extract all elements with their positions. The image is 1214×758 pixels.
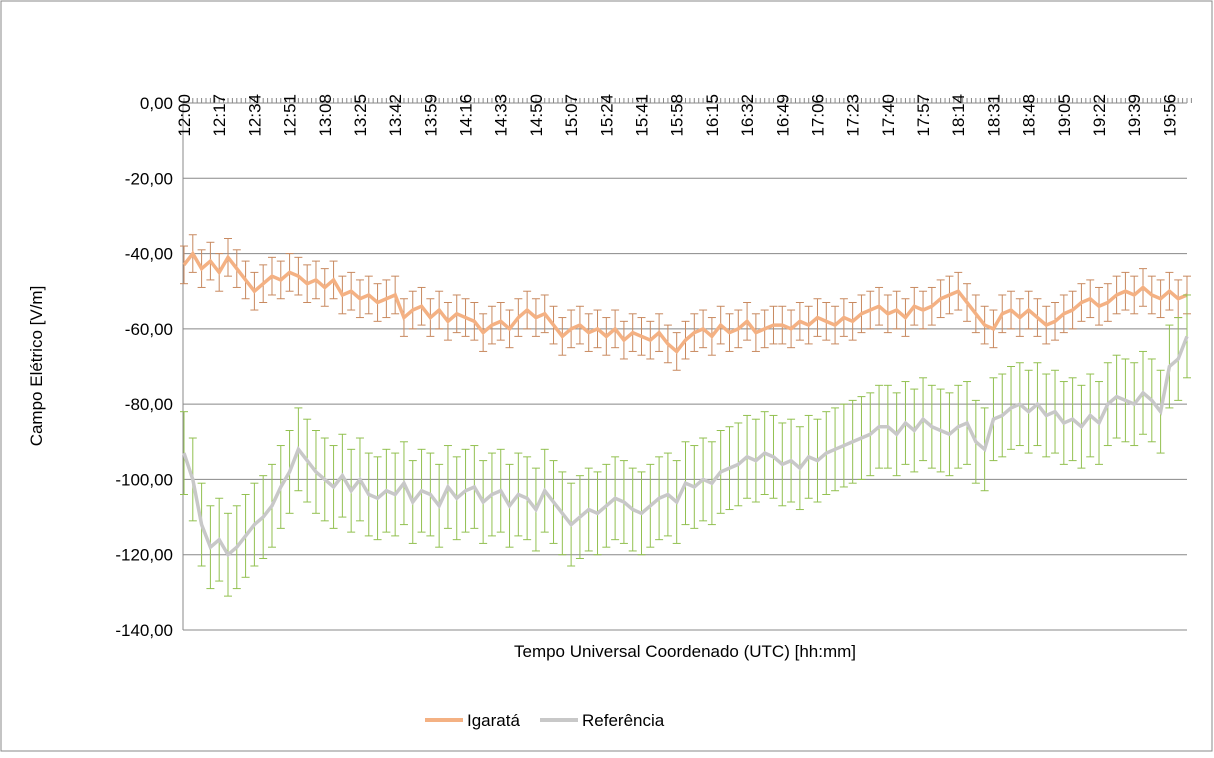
x-axis-label: Tempo Universal Coordenado (UTC) [hh:mm] <box>514 642 856 661</box>
error-bar <box>180 411 188 495</box>
x-tick-label: 19:05 <box>1055 94 1074 137</box>
y-tick-label: -20,00 <box>125 169 173 188</box>
y-tick-label: 0,00 <box>140 94 173 113</box>
y-tick-label: -120,00 <box>115 546 173 565</box>
y-tick-label: -140,00 <box>115 621 173 640</box>
x-tick-label: 13:25 <box>351 94 370 137</box>
x-tick-label: 17:40 <box>879 94 898 137</box>
x-tick-label: 18:48 <box>1020 94 1039 137</box>
x-tick-label: 15:07 <box>562 94 581 137</box>
x-tick-label: 13:59 <box>421 94 440 137</box>
x-tick-label: 18:14 <box>949 94 968 137</box>
x-tick-label: 12:17 <box>210 94 229 137</box>
x-tick-label: 18:31 <box>984 94 1003 137</box>
x-tick-label: 12:00 <box>175 94 194 137</box>
x-tick-label: 15:24 <box>597 94 616 137</box>
y-tick-label: -40,00 <box>125 245 173 264</box>
x-tick-label: 13:08 <box>316 94 335 137</box>
legend-label: Referência <box>582 711 665 730</box>
x-tick-label: 14:50 <box>527 94 546 137</box>
x-tick-label: 15:58 <box>668 94 687 137</box>
x-tick-label: 19:22 <box>1090 94 1109 137</box>
x-tick-label: 17:57 <box>914 94 933 137</box>
x-tick-label: 12:34 <box>245 94 264 137</box>
x-tick-label: 19:39 <box>1125 94 1144 137</box>
x-tick-label: 16:32 <box>738 94 757 137</box>
x-tick-label: 16:15 <box>703 94 722 137</box>
x-tick-label: 14:33 <box>492 94 511 137</box>
x-tick-label: 16:49 <box>773 94 792 137</box>
legend-label: Igaratá <box>467 711 520 730</box>
y-tick-label: -80,00 <box>125 395 173 414</box>
series-line <box>182 335 1189 558</box>
x-tick-label: 17:06 <box>808 94 827 137</box>
x-tick-label: 15:41 <box>633 94 652 137</box>
x-tick-label: 14:16 <box>457 94 476 137</box>
x-tick-label: 12:51 <box>281 94 300 137</box>
x-tick-label: 17:23 <box>844 94 863 137</box>
y-tick-label: -100,00 <box>115 470 173 489</box>
x-tick-label: 19:56 <box>1160 94 1179 137</box>
series-line <box>182 250 1188 354</box>
x-tick-label: 13:42 <box>386 94 405 137</box>
y-tick-label: -60,00 <box>125 320 173 339</box>
y-axis-label: Campo Elétrico [V/m] <box>27 286 46 447</box>
